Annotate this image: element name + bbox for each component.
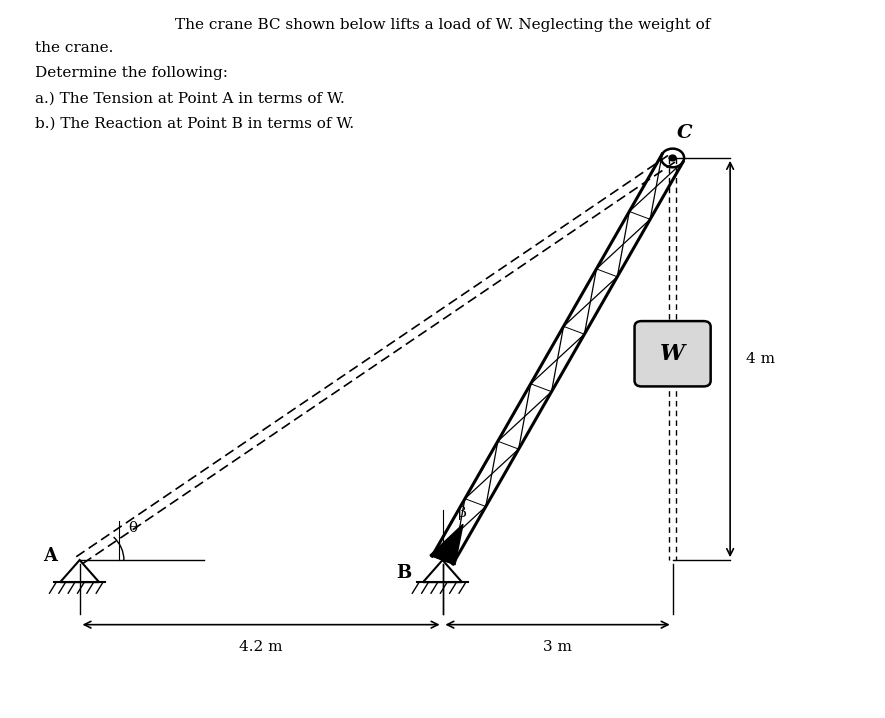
Text: the crane.: the crane.: [35, 41, 114, 55]
Text: θ: θ: [128, 521, 137, 535]
Text: A: A: [43, 547, 58, 566]
Circle shape: [669, 155, 676, 161]
Text: a.) The Tension at Point A in terms of W.: a.) The Tension at Point A in terms of W…: [35, 91, 345, 105]
Polygon shape: [430, 524, 463, 565]
Text: 4 m: 4 m: [746, 352, 775, 366]
Text: β: β: [458, 506, 467, 521]
Text: 3 m: 3 m: [543, 640, 572, 654]
Text: 4.2 m: 4.2 m: [239, 640, 283, 654]
Text: W: W: [660, 342, 685, 365]
FancyBboxPatch shape: [635, 321, 711, 386]
Text: C: C: [677, 124, 693, 142]
Text: Determine the following:: Determine the following:: [35, 66, 228, 80]
Text: b.) The Reaction at Point B in terms of W.: b.) The Reaction at Point B in terms of …: [35, 116, 355, 130]
Text: B: B: [396, 564, 412, 582]
Text: The crane BC shown below lifts a load of W. Neglecting the weight of: The crane BC shown below lifts a load of…: [175, 18, 710, 32]
